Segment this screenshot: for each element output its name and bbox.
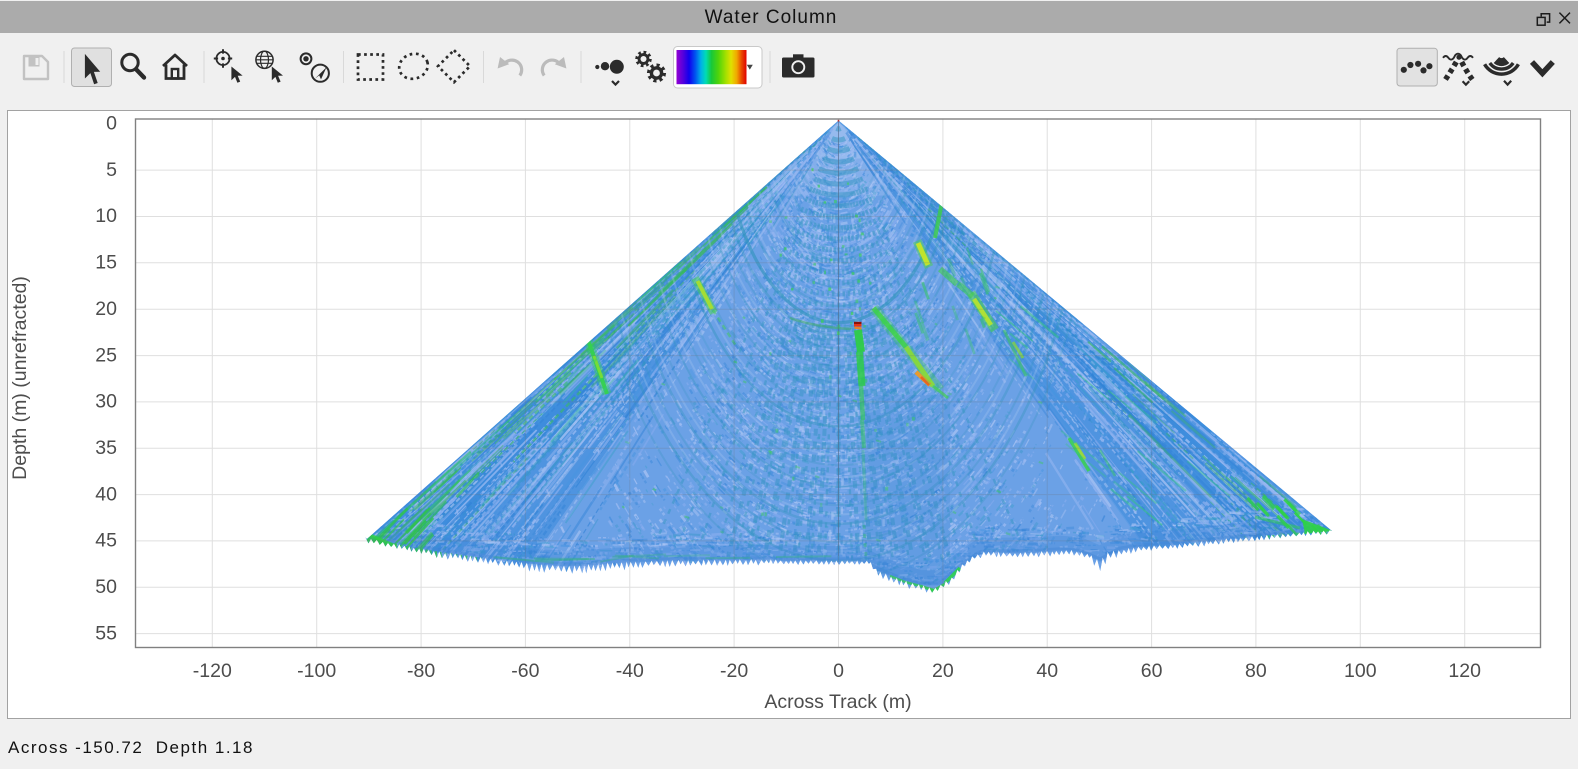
svg-text:20: 20 [95, 298, 117, 320]
svg-text:120: 120 [1448, 660, 1481, 682]
svg-text:40: 40 [95, 483, 117, 505]
svg-text:25: 25 [95, 344, 117, 366]
svg-text:-40: -40 [616, 660, 644, 682]
svg-text:-80: -80 [407, 660, 435, 682]
svg-text:40: 40 [1036, 660, 1058, 682]
svg-text:-120: -120 [193, 660, 232, 682]
svg-text:60: 60 [1141, 660, 1163, 682]
svg-text:20: 20 [932, 660, 954, 682]
svg-text:35: 35 [95, 437, 117, 459]
svg-text:Across Track (m): Across Track (m) [764, 691, 911, 713]
svg-text:-20: -20 [720, 660, 748, 682]
svg-text:0: 0 [106, 112, 117, 134]
svg-text:0: 0 [833, 660, 844, 682]
svg-text:-60: -60 [511, 660, 539, 682]
svg-text:50: 50 [95, 576, 117, 598]
svg-text:80: 80 [1245, 660, 1267, 682]
svg-text:5: 5 [106, 159, 117, 181]
svg-text:55: 55 [95, 622, 117, 644]
svg-text:Depth (m) (unrefracted): Depth (m) (unrefracted) [9, 276, 31, 480]
svg-text:15: 15 [95, 251, 117, 273]
svg-text:-100: -100 [297, 660, 336, 682]
svg-text:45: 45 [95, 530, 117, 552]
svg-text:100: 100 [1344, 660, 1377, 682]
svg-text:30: 30 [95, 391, 117, 413]
svg-text:10: 10 [95, 205, 117, 227]
